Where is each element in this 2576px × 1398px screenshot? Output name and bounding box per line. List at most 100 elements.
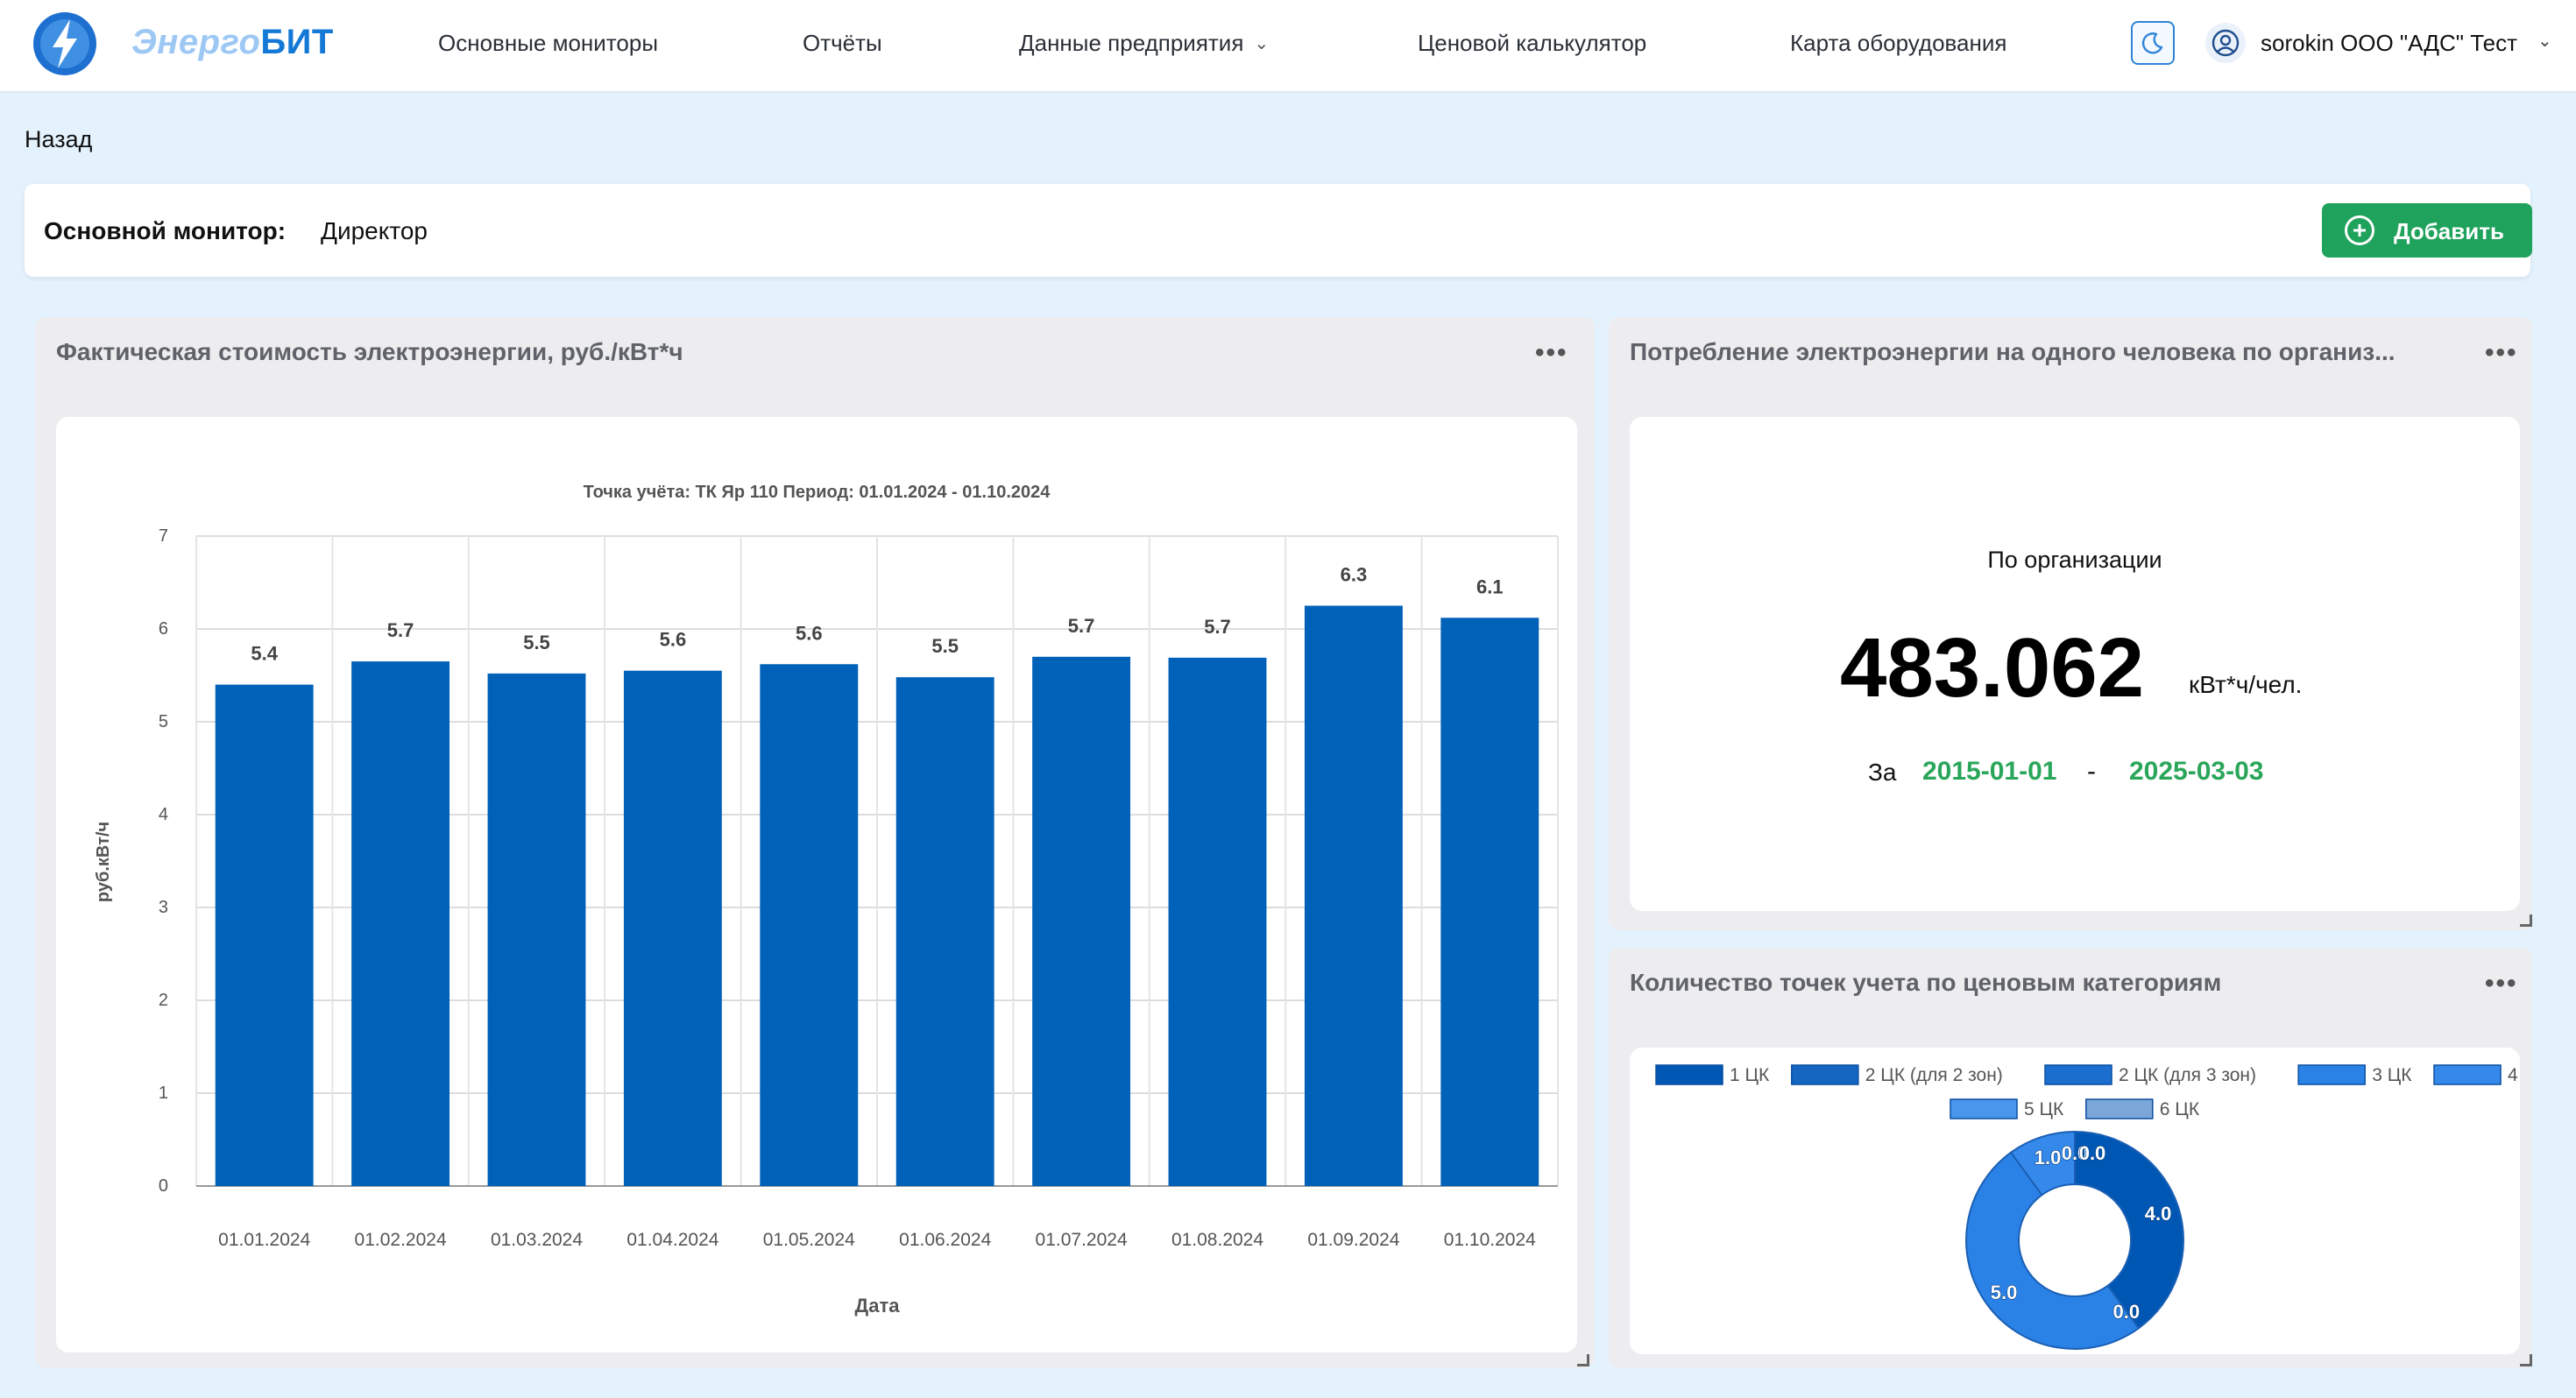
legend-label[interactable]: 4 ЦК — [2508, 1065, 2548, 1085]
nav-enterprise-data-label: Данные предприятия — [1019, 30, 1244, 56]
nav-equipment-map[interactable]: Карта оборудования — [1790, 30, 2007, 56]
donut-slice-label: 0.0 — [2062, 1142, 2089, 1164]
period-dash: - — [2087, 757, 2096, 786]
donut-slice-label: 1.0 — [2035, 1147, 2062, 1169]
user-menu-chevron-icon[interactable]: ⌄ — [2537, 32, 2552, 51]
legend-swatch[interactable] — [1791, 1064, 1859, 1085]
legend-swatch[interactable] — [1655, 1064, 1723, 1085]
legend-label[interactable]: 1 ЦК — [1730, 1065, 1770, 1085]
nav-price-calculator[interactable]: Ценовой калькулятор — [1418, 30, 1647, 56]
back-link[interactable]: Назад — [25, 126, 93, 152]
legend-swatch[interactable] — [2044, 1064, 2112, 1085]
bar-data-label: 5.7 — [387, 619, 414, 641]
nav-reports[interactable]: Отчёты — [803, 30, 882, 56]
x-tick-label: 01.10.2024 — [1444, 1230, 1536, 1250]
consumption-unit: кВт*ч/чел. — [2189, 671, 2303, 698]
bar-01.01.2024[interactable] — [215, 684, 314, 1186]
chart-title: Точка учёта: ТК Яр 110 Период: 01.01.202… — [584, 483, 1051, 502]
resize-handle-icon[interactable] — [2520, 1354, 2532, 1366]
x-tick-label: 01.06.2024 — [899, 1230, 991, 1250]
brand-name-part2: БИТ — [260, 23, 334, 61]
bar-01.10.2024[interactable] — [1440, 618, 1539, 1186]
donut-slice-label: 4.0 — [2145, 1203, 2172, 1225]
resize-handle-icon[interactable] — [1577, 1354, 1589, 1366]
x-axis-label: Дата — [855, 1295, 901, 1317]
monitor-selector-bar: Основной монитор: Директор Добавить — [25, 184, 2532, 277]
price-category-title: Количество точек учета по ценовым катего… — [1630, 969, 2222, 996]
bar-01.05.2024[interactable] — [760, 664, 859, 1186]
donut-slice[interactable] — [2074, 1130, 2184, 1330]
bar-data-label: 5.7 — [1204, 616, 1231, 638]
consumption-subtitle: По организации — [1987, 547, 2162, 573]
more-options-icon[interactable]: ••• — [2485, 969, 2518, 998]
y-tick-label: 7 — [159, 526, 168, 546]
brand-name[interactable]: ЭнергоБИТ — [131, 23, 334, 62]
bar-data-label: 6.1 — [1476, 575, 1504, 597]
top-navbar: ЭнергоБИТ Основные мониторы Отчёты Данны… — [0, 0, 2576, 93]
donut-slice[interactable] — [2009, 1130, 2076, 1197]
legend-label[interactable]: 5 ЦК — [2024, 1099, 2064, 1119]
more-options-icon[interactable]: ••• — [1535, 338, 1568, 367]
bar-01.07.2024[interactable] — [1032, 656, 1131, 1186]
y-axis-label: руб.кВт/ч — [94, 822, 113, 902]
period-to-date: 2025-03-03 — [2129, 757, 2264, 786]
consumption-panel: Потребление электроэнергии на одного чел… — [1609, 317, 2532, 930]
legend-swatch[interactable] — [2085, 1098, 2154, 1119]
cost-chart-title: Фактическая стоимость электроэнергии, ру… — [56, 338, 683, 365]
x-tick-label: 01.09.2024 — [1307, 1230, 1399, 1250]
bar-data-label: 5.7 — [1068, 615, 1095, 637]
bar-01.08.2024[interactable] — [1168, 657, 1267, 1186]
donut-slice-label: 0.0 — [2112, 1301, 2140, 1323]
donut-slice[interactable] — [1965, 1151, 2141, 1350]
resize-handle-icon[interactable] — [2520, 914, 2532, 927]
legend-label[interactable]: 2 ЦК (для 2 зон) — [1865, 1065, 2003, 1085]
bar-01.02.2024[interactable] — [351, 661, 450, 1186]
y-tick-label: 3 — [159, 898, 168, 917]
theme-toggle-button[interactable] — [2131, 21, 2175, 65]
bar-01.09.2024[interactable] — [1304, 605, 1403, 1187]
nav-enterprise-data[interactable]: Данные предприятия ⌄ — [1019, 30, 1269, 57]
monitor-select[interactable]: Директор — [321, 217, 428, 244]
y-tick-label: 1 — [159, 1084, 168, 1103]
bar-01.04.2024[interactable] — [623, 670, 722, 1186]
cost-chart-panel: Фактическая стоимость электроэнергии, ру… — [35, 317, 1595, 1368]
nav-main-monitors[interactable]: Основные мониторы — [438, 30, 659, 56]
chevron-down-icon: ⌄ — [1254, 34, 1270, 53]
brand-name-part1: Энерго — [131, 23, 261, 61]
legend-label[interactable]: 2 ЦК (для 3 зон) — [2119, 1065, 2256, 1085]
bar-data-label: 5.6 — [796, 622, 823, 644]
bar-01.03.2024[interactable] — [487, 673, 586, 1186]
more-options-icon[interactable]: ••• — [2485, 338, 2518, 367]
consumption-card: По организации 483.062 кВт*ч/чел. За 201… — [1630, 417, 2520, 911]
cost-bar-chart: Точка учёта: ТК Яр 110 Период: 01.01.202… — [94, 483, 1559, 1317]
price-category-card: 1 ЦК 2 ЦК (для 2 зон) 2 ЦК (для 3 зон) 3 ЦК… — [1630, 1048, 2548, 1354]
legend-swatch[interactable] — [1950, 1098, 2018, 1119]
legend-label[interactable]: 6 ЦК — [2160, 1099, 2200, 1119]
bar-01.06.2024[interactable] — [895, 677, 994, 1186]
period-from-date: 2015-01-01 — [1922, 757, 2057, 786]
bar-data-label: 5.5 — [931, 635, 959, 657]
user-menu-name[interactable]: sorokin ООО "АДС" Тест — [2261, 30, 2517, 56]
add-widget-button[interactable]: Добавить — [2322, 203, 2532, 258]
energobit-logo-icon[interactable] — [30, 9, 100, 79]
legend-swatch[interactable] — [2433, 1064, 2502, 1085]
y-tick-label: 0 — [159, 1176, 168, 1196]
bar-data-label: 6.3 — [1341, 564, 1368, 586]
user-avatar-icon[interactable] — [2205, 23, 2246, 63]
moon-icon — [2141, 32, 2163, 54]
price-category-panel: Количество точек учета по ценовым катего… — [1609, 948, 2548, 1368]
y-tick-label: 4 — [159, 805, 168, 824]
x-tick-label: 01.04.2024 — [626, 1230, 718, 1250]
donut-slice-label: 0.0 — [2112, 1301, 2140, 1323]
plus-circle-icon — [2345, 215, 2374, 245]
legend-swatch[interactable] — [2297, 1064, 2366, 1085]
x-tick-label: 01.03.2024 — [491, 1230, 583, 1250]
bar-data-label: 5.6 — [660, 629, 687, 651]
donut-slice-label: 0.0 — [2079, 1142, 2106, 1164]
x-tick-label: 01.05.2024 — [763, 1230, 855, 1250]
legend-label[interactable]: 3 ЦК — [2372, 1065, 2412, 1085]
y-tick-label: 5 — [159, 712, 168, 731]
monitor-label: Основной монитор: — [44, 217, 287, 244]
price-category-donut-chart: 1 ЦК 2 ЦК (для 2 зон) 2 ЦК (для 3 зон) 3 ЦК… — [1655, 1064, 2548, 1350]
x-tick-label: 01.08.2024 — [1171, 1230, 1263, 1250]
